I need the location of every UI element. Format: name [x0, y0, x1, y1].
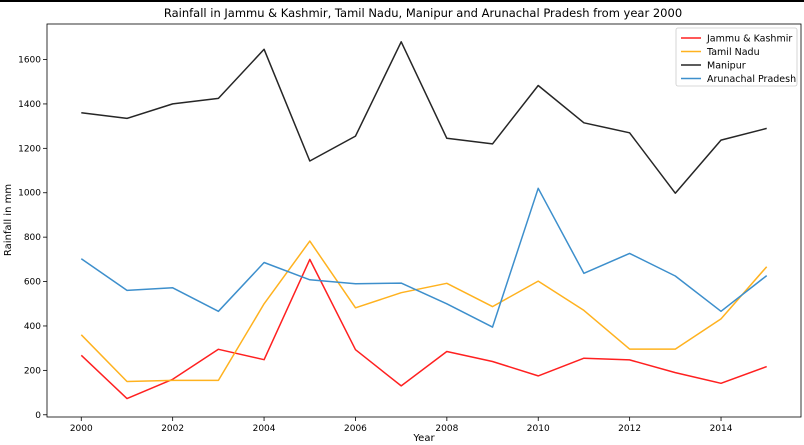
series-line-manipur [81, 41, 767, 194]
x-tick-label: 2004 [253, 424, 276, 434]
y-tick-label: 0 [35, 411, 41, 421]
y-tick-label: 1400 [18, 100, 41, 110]
series-lines [80, 41, 768, 400]
series-line-arunachal-pradesh [80, 187, 768, 328]
chart-title: Rainfall in Jammu & Kashmir, Tamil Nadu,… [164, 6, 682, 20]
series-line-jammu-kashmir [80, 258, 767, 400]
plot-area-frame [46, 23, 802, 418]
x-tick-label: 2006 [344, 424, 367, 434]
x-tick-label: 2002 [161, 424, 184, 434]
y-tick-label: 200 [24, 366, 41, 376]
y-tick-label: 600 [24, 278, 41, 288]
x-tick-label: 2008 [435, 424, 458, 434]
y-tick-label: 400 [24, 322, 41, 332]
x-tick-label: 2010 [527, 424, 550, 434]
legend-label: Tamil Nadu [706, 47, 760, 58]
series-line-tamil-nadu [80, 240, 768, 383]
y-axis: 0 200 400 600 800 1000 1200 1400 1600 [18, 56, 47, 421]
legend-label: Manipur [707, 61, 746, 72]
y-tick-label: 1200 [18, 144, 41, 154]
legend-label: Jammu & Kashmir [706, 34, 792, 45]
y-tick-label: 800 [24, 233, 41, 243]
legend-label: Arunachal Pradesh [707, 74, 796, 85]
legend: Jammu & Kashmir Tamil Nadu Manipur Arunacha… [675, 27, 798, 87]
y-tick-label: 1600 [18, 56, 41, 66]
y-axis-title: Rainfall in mm [3, 184, 14, 256]
top-border-line [0, 0, 804, 2]
y-tick-label: 1000 [18, 189, 41, 199]
x-tick-label: 2000 [70, 424, 93, 434]
x-axis-title: Year [412, 433, 435, 444]
x-tick-label: 2012 [618, 424, 641, 434]
x-axis: 2000 2002 2004 2006 2008 2010 2012 2014 [70, 417, 733, 434]
legend-box [675, 27, 798, 87]
x-tick-label: 2014 [710, 424, 733, 434]
